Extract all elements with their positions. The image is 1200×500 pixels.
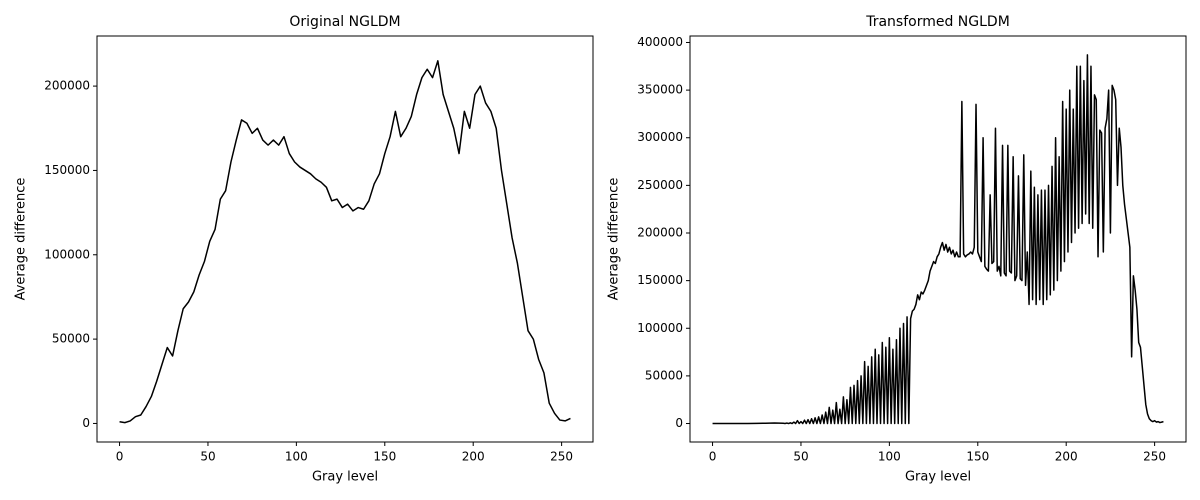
x-tick-label: 0: [116, 450, 124, 464]
x-tick-label: 200: [1055, 450, 1078, 464]
y-tick-label: 0: [675, 416, 683, 430]
y-tick-label: 50000: [52, 332, 90, 346]
y-tick-label: 0: [82, 416, 90, 430]
y-tick-label: 50000: [645, 368, 683, 382]
x-tick-label: 50: [793, 450, 808, 464]
y-tick-label: 200000: [44, 79, 90, 93]
x-tick-label: 250: [1143, 450, 1166, 464]
x-tick-label: 100: [285, 450, 308, 464]
data-line: [712, 54, 1164, 425]
y-tick-label: 200000: [637, 225, 683, 239]
x-tick-label: 150: [373, 450, 396, 464]
y-tick-label: 250000: [637, 178, 683, 192]
x-tick-label: 0: [709, 450, 717, 464]
chart-title: Original NGLDM: [289, 14, 400, 30]
y-tick-label: 100000: [44, 247, 90, 261]
axes-frame: [96, 35, 594, 443]
x-tick-label: 250: [550, 450, 573, 464]
y-axis-label: Average difference: [14, 178, 29, 301]
axes-frame: [689, 35, 1187, 443]
y-tick-label: 300000: [637, 130, 683, 144]
x-tick-label: 150: [966, 450, 989, 464]
x-tick-label: 100: [878, 450, 901, 464]
x-axis-label: Gray level: [905, 470, 971, 485]
data-line: [119, 60, 571, 424]
y-axis-label: Average difference: [607, 178, 622, 301]
y-tick-label: 150000: [44, 163, 90, 177]
y-tick-label: 400000: [637, 35, 683, 49]
y-tick-label: 100000: [637, 321, 683, 335]
x-tick-label: 50: [200, 450, 215, 464]
chart-title: Transformed NGLDM: [865, 14, 1010, 30]
x-axis-label: Gray level: [312, 470, 378, 485]
y-tick-label: 150000: [637, 273, 683, 287]
y-tick-label: 350000: [637, 83, 683, 97]
x-tick-label: 200: [462, 450, 485, 464]
